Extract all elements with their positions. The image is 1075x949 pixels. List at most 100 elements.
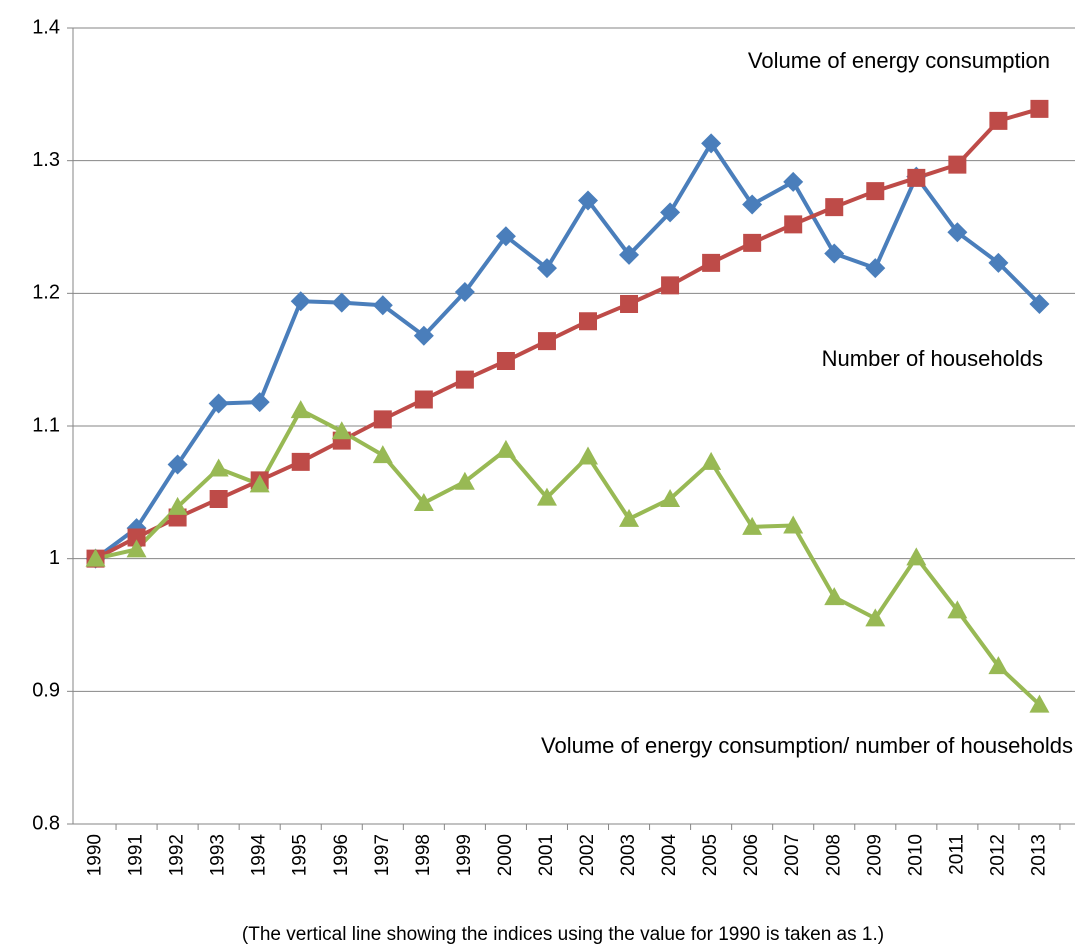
marker bbox=[495, 439, 516, 458]
marker bbox=[167, 496, 188, 515]
marker bbox=[865, 258, 886, 279]
marker bbox=[579, 312, 597, 331]
marker bbox=[907, 168, 926, 187]
marker bbox=[824, 587, 845, 606]
x-tick-label: 1998 bbox=[413, 834, 434, 876]
marker bbox=[702, 253, 721, 272]
y-tick-label: 1.1 bbox=[32, 414, 60, 436]
marker bbox=[208, 393, 229, 414]
x-tick-label: 2004 bbox=[659, 834, 680, 877]
marker bbox=[373, 410, 392, 429]
marker bbox=[290, 291, 311, 312]
marker bbox=[372, 295, 393, 316]
x-tick-label: 2009 bbox=[864, 834, 885, 876]
x-tick-label: 2013 bbox=[1028, 834, 1049, 876]
marker bbox=[989, 111, 1008, 130]
marker bbox=[701, 133, 722, 154]
marker bbox=[1030, 99, 1049, 118]
marker bbox=[454, 471, 475, 490]
x-tick-label: 1990 bbox=[85, 834, 106, 876]
marker bbox=[660, 488, 681, 507]
series-line bbox=[94, 107, 1040, 561]
marker bbox=[536, 487, 557, 506]
marker bbox=[578, 190, 598, 211]
marker bbox=[701, 451, 722, 470]
marker bbox=[1029, 293, 1050, 314]
marker bbox=[742, 516, 763, 535]
marker bbox=[167, 454, 188, 475]
marker bbox=[372, 445, 393, 464]
x-tick-label: 2011 bbox=[946, 834, 967, 875]
x-tick-label: 2012 bbox=[987, 834, 1008, 876]
marker bbox=[988, 252, 1009, 273]
marker bbox=[661, 276, 680, 295]
x-tick-label: 1993 bbox=[208, 834, 229, 876]
marker bbox=[454, 282, 475, 303]
marker bbox=[331, 421, 352, 440]
marker bbox=[413, 325, 434, 346]
footnote: (The vertical line showing the indices u… bbox=[242, 924, 884, 945]
x-tick-label: 2010 bbox=[905, 834, 926, 876]
marker bbox=[536, 258, 557, 279]
marker bbox=[537, 332, 556, 351]
x-tick-label: 2000 bbox=[495, 834, 516, 876]
marker bbox=[742, 194, 763, 215]
x-tick-label: 2003 bbox=[618, 834, 639, 876]
marker bbox=[1029, 694, 1050, 713]
marker bbox=[209, 489, 228, 508]
marker bbox=[866, 182, 885, 201]
x-tick-label: 2007 bbox=[782, 834, 803, 876]
marker bbox=[496, 351, 515, 370]
marker bbox=[455, 370, 474, 389]
marker bbox=[784, 215, 803, 234]
x-tick-label: 1996 bbox=[331, 834, 352, 876]
x-tick-label: 2001 bbox=[536, 834, 557, 876]
y-tick-label: 0.9 bbox=[32, 680, 60, 702]
marker bbox=[291, 452, 310, 471]
marker bbox=[495, 226, 516, 247]
x-tick-label: 1999 bbox=[454, 834, 475, 876]
marker bbox=[249, 474, 270, 493]
y-tick-label: 1.3 bbox=[32, 149, 60, 171]
x-tick-label: 1992 bbox=[167, 834, 188, 876]
x-tick-label: 2002 bbox=[577, 834, 598, 876]
x-tick-label: 1991 bbox=[126, 834, 147, 876]
y-tick-label: 1 bbox=[49, 547, 60, 569]
x-tick-label: 2008 bbox=[823, 834, 844, 876]
marker bbox=[743, 233, 762, 252]
marker bbox=[127, 528, 146, 547]
marker bbox=[578, 446, 598, 465]
marker bbox=[620, 294, 639, 313]
marker bbox=[660, 202, 681, 223]
y-tick-label: 1.4 bbox=[32, 16, 60, 38]
series-label: Volume of energy consumption bbox=[748, 48, 1050, 73]
marker bbox=[413, 492, 434, 511]
x-tick-label: 1995 bbox=[290, 834, 311, 876]
marker bbox=[783, 171, 804, 192]
marker bbox=[619, 508, 640, 527]
marker bbox=[126, 539, 147, 558]
marker bbox=[988, 656, 1009, 675]
marker bbox=[783, 515, 804, 534]
series-label: Volume of energy consumption/ number of … bbox=[541, 733, 1073, 758]
marker bbox=[825, 198, 844, 217]
marker bbox=[947, 222, 968, 243]
marker bbox=[948, 155, 967, 174]
x-tick-label: 1997 bbox=[372, 834, 393, 876]
marker bbox=[414, 390, 433, 409]
marker bbox=[85, 548, 106, 567]
marker bbox=[906, 547, 927, 566]
x-tick-label: 2006 bbox=[741, 834, 762, 876]
marker bbox=[208, 458, 229, 477]
marker bbox=[331, 292, 352, 313]
marker bbox=[249, 392, 270, 413]
marker bbox=[824, 243, 845, 264]
y-tick-label: 0.8 bbox=[32, 812, 60, 834]
marker bbox=[865, 608, 886, 627]
marker bbox=[619, 244, 640, 265]
marker bbox=[947, 600, 968, 619]
marker bbox=[290, 400, 311, 419]
y-tick-label: 1.2 bbox=[32, 282, 60, 304]
x-tick-label: 1994 bbox=[249, 834, 270, 877]
